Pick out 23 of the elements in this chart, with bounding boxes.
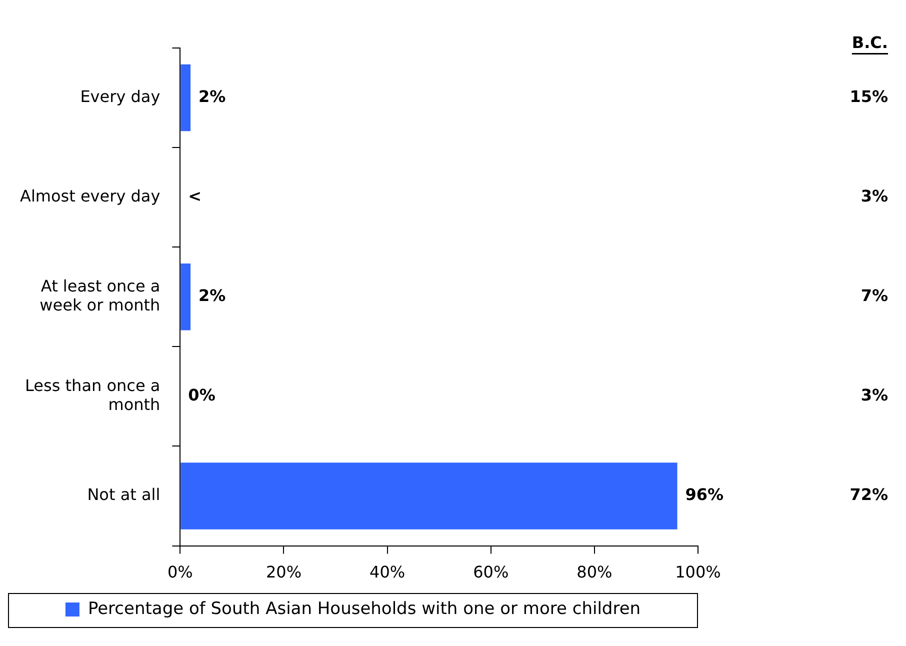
x-tick-label: 60% — [473, 562, 509, 582]
y-tick-label: Every day — [80, 86, 160, 106]
y-tick-label: At least once a week or month — [40, 276, 160, 315]
x-tick-label: 0% — [167, 562, 193, 582]
text: B.C. — [852, 33, 888, 52]
text: 72% — [850, 485, 888, 504]
x-tick-label: 40% — [370, 562, 406, 582]
text: 15% — [850, 86, 888, 106]
x-tick-label: 100% — [675, 562, 721, 582]
data-label: 0% — [188, 386, 216, 405]
x-tick-label: 20% — [266, 562, 302, 582]
x-tick-label: 80% — [576, 562, 612, 582]
text: 7% — [860, 286, 888, 306]
data-label: 2% — [198, 286, 226, 306]
legend-label: Percentage of South Asian Households with one or more children — [88, 598, 641, 619]
text: 3% — [860, 386, 888, 405]
data-label: 2% — [198, 86, 226, 106]
text: 3% — [860, 186, 888, 206]
y-tick-label: Less than once a month — [25, 376, 160, 414]
data-label: < — [188, 186, 202, 206]
data-label: 96% — [685, 485, 724, 504]
y-tick-label: Not at all — [87, 485, 160, 504]
y-tick-label: Almost every day — [20, 186, 160, 206]
